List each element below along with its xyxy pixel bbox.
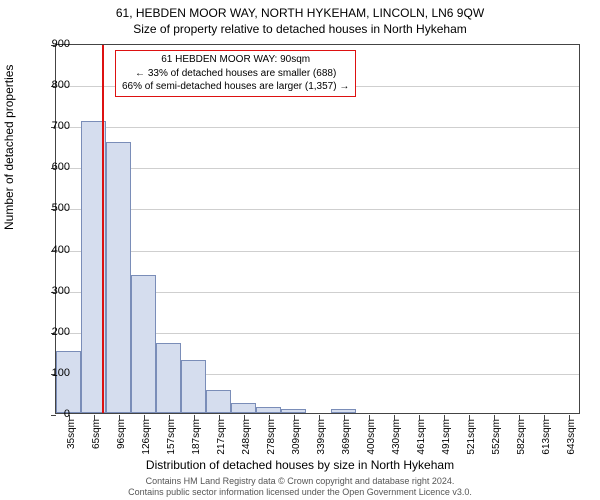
histogram-bar <box>156 343 181 413</box>
gridline <box>56 251 579 252</box>
property-marker-line <box>102 45 104 413</box>
info-line-3: 66% of semi-detached houses are larger (… <box>122 80 349 94</box>
xtick-label: 65sqm <box>91 419 102 449</box>
ytick-label: 900 <box>40 38 70 50</box>
histogram-bar <box>181 360 206 413</box>
ytick-label: 300 <box>40 285 70 297</box>
property-info-box: 61 HEBDEN MOOR WAY: 90sqm ← 33% of detac… <box>115 50 356 97</box>
histogram-bar <box>256 407 281 413</box>
xtick-label: 369sqm <box>341 419 352 455</box>
xtick-label: 96sqm <box>116 419 127 449</box>
histogram-chart: 35sqm65sqm96sqm126sqm157sqm187sqm217sqm2… <box>55 44 580 414</box>
xtick-label: 217sqm <box>216 419 227 455</box>
plot-area: 35sqm65sqm96sqm126sqm157sqm187sqm217sqm2… <box>55 44 580 414</box>
histogram-bar <box>106 142 131 413</box>
footer-line-1: Contains HM Land Registry data © Crown c… <box>0 476 600 487</box>
histogram-bar <box>56 351 81 413</box>
xtick-label: 643sqm <box>566 419 577 455</box>
xtick-label: 157sqm <box>166 419 177 455</box>
xtick-label: 521sqm <box>466 419 477 455</box>
xtick-label: 400sqm <box>366 419 377 455</box>
info-line-2: ← 33% of detached houses are smaller (68… <box>122 67 349 81</box>
xtick-label: 582sqm <box>516 419 527 455</box>
histogram-bar <box>131 275 156 413</box>
xtick-label: 461sqm <box>416 419 427 455</box>
xtick-label: 126sqm <box>141 419 152 455</box>
y-axis-label: Number of detached properties <box>2 65 16 230</box>
ytick-label: 800 <box>40 79 70 91</box>
histogram-bar <box>331 409 356 413</box>
xtick-label: 187sqm <box>191 419 202 455</box>
histogram-bar <box>281 409 306 413</box>
info-line-1: 61 HEBDEN MOOR WAY: 90sqm <box>122 53 349 67</box>
xtick-label: 35sqm <box>66 419 77 449</box>
ytick-label: 700 <box>40 120 70 132</box>
xtick-label: 552sqm <box>491 419 502 455</box>
xtick-label: 278sqm <box>266 419 277 455</box>
x-axis-label: Distribution of detached houses by size … <box>0 458 600 472</box>
page-title-line1: 61, HEBDEN MOOR WAY, NORTH HYKEHAM, LINC… <box>0 0 600 20</box>
gridline <box>56 127 579 128</box>
histogram-bar <box>231 403 256 413</box>
ytick-label: 200 <box>40 326 70 338</box>
footer-attribution: Contains HM Land Registry data © Crown c… <box>0 476 600 498</box>
xtick-label: 248sqm <box>241 419 252 455</box>
ytick-label: 100 <box>40 367 70 379</box>
footer-line-2: Contains public sector information licen… <box>0 487 600 498</box>
ytick-label: 500 <box>40 202 70 214</box>
gridline <box>56 209 579 210</box>
xtick-label: 430sqm <box>391 419 402 455</box>
xtick-label: 309sqm <box>291 419 302 455</box>
gridline <box>56 168 579 169</box>
page-title-line2: Size of property relative to detached ho… <box>0 20 600 36</box>
xtick-label: 491sqm <box>441 419 452 455</box>
xtick-label: 613sqm <box>541 419 552 455</box>
histogram-bar <box>206 390 231 413</box>
ytick-label: 600 <box>40 161 70 173</box>
ytick-label: 400 <box>40 244 70 256</box>
ytick-label: 0 <box>40 408 70 420</box>
xtick-label: 339sqm <box>316 419 327 455</box>
